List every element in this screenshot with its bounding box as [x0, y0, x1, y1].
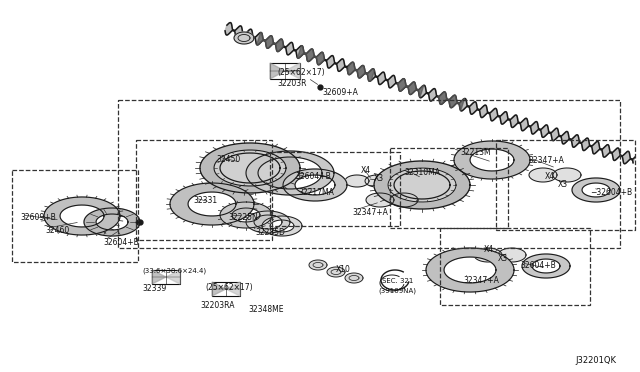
Polygon shape: [345, 273, 363, 283]
Polygon shape: [374, 161, 470, 209]
Polygon shape: [283, 169, 347, 201]
Text: (33.6×38.6×24.4): (33.6×38.6×24.4): [142, 268, 206, 275]
Polygon shape: [225, 23, 635, 164]
Polygon shape: [220, 202, 272, 228]
Text: 32285D: 32285D: [255, 228, 285, 237]
Polygon shape: [348, 62, 374, 81]
Polygon shape: [390, 193, 418, 207]
Text: 32347+A: 32347+A: [528, 156, 564, 165]
Polygon shape: [257, 32, 284, 52]
Polygon shape: [388, 168, 456, 202]
Text: 32609+A: 32609+A: [322, 88, 358, 97]
Polygon shape: [246, 151, 334, 195]
Text: X3: X3: [498, 254, 508, 263]
Polygon shape: [454, 141, 530, 179]
Text: −32604+B: −32604+B: [590, 188, 632, 197]
Text: 32604+B: 32604+B: [520, 261, 556, 270]
Text: 32348ME: 32348ME: [248, 305, 284, 314]
Polygon shape: [522, 254, 570, 278]
Text: X3: X3: [558, 180, 568, 189]
Polygon shape: [529, 168, 557, 182]
Bar: [136, 140, 272, 240]
Polygon shape: [152, 270, 166, 284]
Polygon shape: [553, 168, 581, 182]
Polygon shape: [226, 282, 240, 296]
Text: 32203R: 32203R: [277, 79, 307, 88]
Polygon shape: [212, 282, 226, 296]
Text: 32460: 32460: [45, 226, 69, 235]
Text: X4: X4: [545, 172, 555, 181]
Bar: [12, 170, 138, 262]
Text: 32213M: 32213M: [460, 148, 491, 157]
Polygon shape: [397, 79, 424, 97]
Text: J32201QK: J32201QK: [575, 356, 616, 365]
Polygon shape: [234, 32, 254, 44]
Polygon shape: [170, 183, 254, 225]
Text: 32331: 32331: [193, 196, 217, 205]
Polygon shape: [498, 248, 526, 262]
Text: 32339: 32339: [142, 284, 166, 293]
Text: 32203RA: 32203RA: [200, 301, 234, 310]
Polygon shape: [426, 248, 514, 292]
Polygon shape: [246, 211, 290, 233]
Text: (25×62×17): (25×62×17): [277, 68, 324, 77]
Text: 32347+A: 32347+A: [352, 208, 388, 217]
Polygon shape: [345, 175, 369, 187]
Text: 32217MA: 32217MA: [298, 188, 334, 197]
Text: X4: X4: [484, 245, 494, 254]
Bar: [390, 148, 508, 228]
Polygon shape: [309, 260, 327, 270]
Text: X4: X4: [361, 166, 371, 175]
Text: SEC. 321: SEC. 321: [382, 278, 413, 284]
Text: 32604+B: 32604+B: [103, 238, 139, 247]
Polygon shape: [285, 63, 300, 79]
Text: 32609+B: 32609+B: [20, 213, 56, 222]
Bar: [212, 282, 240, 296]
Bar: [118, 100, 620, 248]
Polygon shape: [262, 216, 302, 236]
Text: X3: X3: [374, 174, 384, 183]
Polygon shape: [270, 63, 285, 79]
Polygon shape: [366, 193, 394, 207]
Bar: [440, 228, 590, 305]
Polygon shape: [327, 267, 345, 277]
Bar: [270, 63, 300, 79]
Bar: [496, 140, 635, 230]
Polygon shape: [166, 270, 180, 284]
Text: 32225N: 32225N: [228, 213, 258, 222]
Text: X10: X10: [336, 265, 351, 274]
Polygon shape: [214, 150, 286, 186]
Polygon shape: [438, 92, 465, 110]
Text: 32347+A: 32347+A: [463, 276, 499, 285]
Text: (25×62×17): (25×62×17): [205, 283, 253, 292]
Bar: [152, 270, 180, 284]
Polygon shape: [200, 143, 300, 193]
Text: 32450: 32450: [216, 155, 240, 164]
Polygon shape: [84, 208, 140, 236]
Polygon shape: [474, 248, 502, 262]
Text: 32310MA: 32310MA: [404, 168, 440, 177]
Text: 32604+B: 32604+B: [295, 172, 331, 181]
Bar: [270, 152, 400, 226]
Polygon shape: [572, 178, 620, 202]
Polygon shape: [298, 46, 324, 65]
Polygon shape: [44, 197, 120, 235]
Text: (39109NA): (39109NA): [378, 288, 416, 295]
Polygon shape: [365, 175, 389, 187]
